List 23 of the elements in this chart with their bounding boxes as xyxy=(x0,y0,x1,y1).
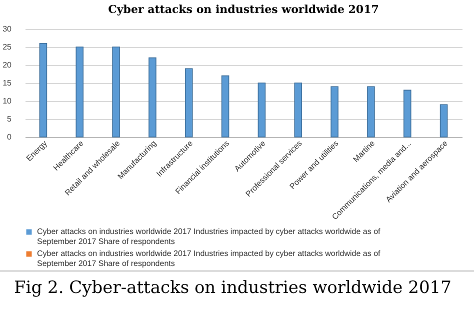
bar xyxy=(330,86,338,138)
bar xyxy=(294,82,302,138)
bar xyxy=(221,75,230,138)
bar xyxy=(440,104,448,138)
legend-label: Cyber attacks on industries worldwide 2017 Industries impacted by cyber attacks worldwide as of September 2017 Share of respondents xyxy=(37,249,382,268)
legend-label: Cyber attacks on industries worldwide 2017 Industries impacted by cyber attacks worldwide as of September 2017 Share of respondents xyxy=(37,227,382,246)
bar xyxy=(39,43,48,138)
y-tick-label: 15 xyxy=(2,78,12,88)
y-tick-label: 25 xyxy=(2,42,12,52)
y-tick-label: 0 xyxy=(7,132,12,142)
y-tick-label: 20 xyxy=(2,60,12,70)
bar xyxy=(148,57,156,138)
bar xyxy=(76,46,84,138)
bar xyxy=(184,68,193,138)
bar xyxy=(258,82,266,138)
chart-title: Cyber attacks on industries worldwide 2017 xyxy=(108,3,379,16)
caption: Fig 2. Cyber-attacks on industries worldwide 2017 xyxy=(14,278,452,298)
bar xyxy=(403,90,412,138)
y-tick-label: 30 xyxy=(2,24,12,34)
y-tick-label: 5 xyxy=(7,114,12,124)
bar xyxy=(112,46,120,138)
y-tick-label: 10 xyxy=(2,96,12,106)
bar xyxy=(367,86,375,138)
